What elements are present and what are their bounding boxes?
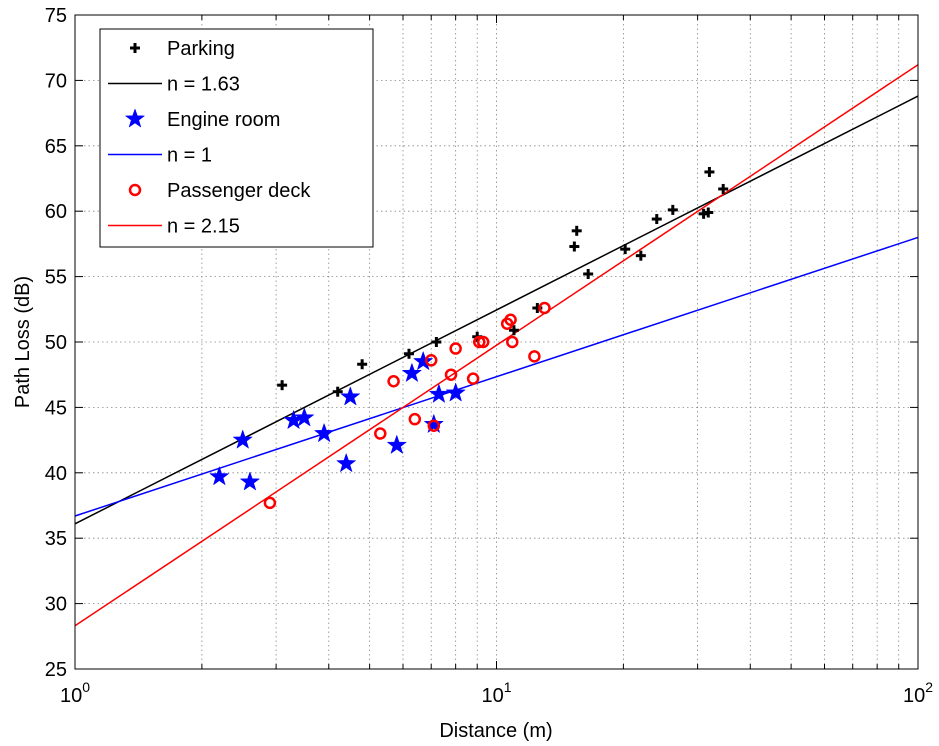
y-tick-label: 35: [45, 528, 67, 550]
engine-room-marker: [423, 413, 445, 434]
legend-label: Engine room: [167, 109, 280, 131]
y-tick-label: 65: [45, 136, 67, 158]
y-tick-label: 40: [45, 463, 67, 485]
passenger-deck-marker: [444, 368, 458, 381]
parking-marker: [569, 241, 580, 252]
parking-marker: [508, 325, 519, 336]
y-tick-label: 60: [45, 201, 67, 223]
passenger-deck-marker: [466, 372, 480, 385]
passenger-deck-marker: [476, 335, 490, 349]
parking-marker: [571, 225, 582, 236]
parking-marker: [403, 348, 414, 359]
engine-room-marker: [401, 362, 423, 383]
passenger-deck-marker: [528, 350, 541, 363]
x-tick-label: 101: [481, 679, 511, 707]
passenger-deck-marker: [424, 354, 438, 367]
passenger-deck-marker: [263, 496, 277, 510]
x-axis-label: Distance (m): [439, 720, 552, 742]
engine-room-marker: [335, 452, 357, 473]
fit-line: [74, 236, 919, 517]
legend-label: n = 2.15: [167, 216, 240, 238]
parking-marker: [431, 337, 442, 347]
parking-marker: [718, 183, 729, 194]
passenger-deck-marker: [472, 335, 486, 349]
legend-entry: Parking: [130, 38, 235, 60]
y-tick-labels: 25 30 35 40 45 50 55 60 65 70 75: [45, 5, 67, 681]
fit-line: [74, 95, 919, 525]
legend-label: Passenger deck: [167, 180, 311, 202]
y-tick-label: 75: [45, 5, 67, 27]
legend-star-swatch: [124, 108, 146, 128]
legend-box: [99, 28, 374, 248]
engine-room-marker: [428, 383, 450, 404]
legend-entry: n = 2.15: [108, 216, 240, 238]
passenger-deck-marker: [504, 313, 517, 327]
y-tick-label: 45: [45, 397, 67, 419]
legend-entry: n = 1.63: [108, 74, 240, 96]
y-tick-label: 55: [45, 267, 67, 289]
passenger-deck-marker: [374, 427, 387, 440]
passenger-deck-marker: [387, 374, 400, 388]
parking-marker: [651, 214, 662, 225]
parking-marker: [703, 207, 714, 218]
legend-entry: n = 1: [108, 145, 212, 167]
legend-label: Parking: [167, 38, 235, 60]
y-tick-label: 70: [45, 70, 67, 92]
passenger-deck-marker: [408, 412, 422, 426]
engine-room-marker: [445, 382, 466, 402]
fit-line: [74, 64, 919, 627]
parking-marker: [667, 204, 678, 215]
parking-marker: [332, 386, 343, 397]
y-tick-label: 30: [45, 594, 67, 616]
parking-marker: [620, 244, 631, 255]
legend-entry: Engine room: [124, 108, 280, 131]
parking-marker: [704, 166, 715, 177]
engine-room-marker: [386, 434, 408, 455]
passenger-deck-marker: [506, 335, 519, 349]
passenger-deck-marker: [449, 342, 462, 355]
engine-room-marker: [313, 422, 335, 443]
y-tick-label: 25: [45, 659, 67, 681]
legend-entry: Passenger deck: [128, 180, 311, 202]
engine-room-marker: [412, 350, 434, 371]
y-tick-label: 50: [45, 332, 67, 354]
x-tick-label: 100: [60, 679, 90, 707]
engine-room-marker: [239, 471, 261, 491]
passenger-deck-marker: [538, 301, 551, 315]
parking-marker: [277, 380, 288, 391]
engine-room-marker: [294, 407, 315, 427]
axis-ticks: [74, 14, 918, 670]
legend: Parking n = 1.63 Engine room n = 1 Passenger…: [99, 28, 374, 248]
x-tick-label: 102: [903, 679, 933, 707]
engine-room-marker: [209, 465, 230, 486]
parking-marker: [357, 359, 368, 370]
data-markers: [209, 166, 729, 510]
parking-marker: [130, 43, 140, 53]
engine-room-marker: [232, 429, 253, 449]
legend-label: n = 1.63: [167, 74, 240, 96]
engine-room-marker: [340, 386, 361, 406]
y-axis-label: Path Loss (dB): [12, 276, 34, 408]
legend-label: n = 1: [167, 145, 212, 167]
parking-marker: [583, 268, 594, 279]
legend-circle-swatch: [128, 183, 142, 197]
x-tick-labels: 100 101 102: [60, 679, 933, 707]
passenger-deck-marker: [427, 419, 441, 432]
fit-lines: [74, 64, 919, 627]
parking-marker: [635, 250, 646, 261]
